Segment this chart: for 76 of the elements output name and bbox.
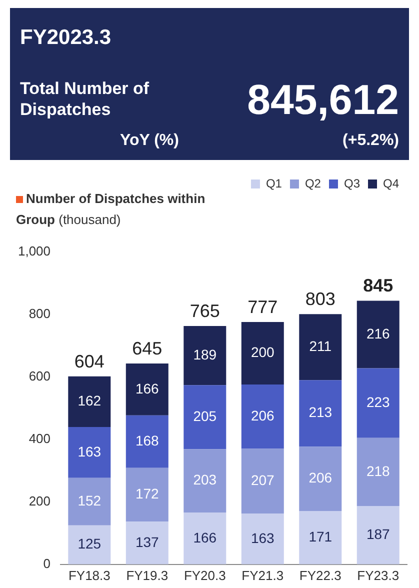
data-label: 207 xyxy=(250,472,275,488)
text: Total Number of Dispatches xyxy=(20,78,150,120)
x-tick-label: FY23.3 xyxy=(357,568,400,583)
bar xyxy=(356,438,400,506)
legend-label: Q2 xyxy=(304,176,322,190)
bar xyxy=(241,384,284,449)
data-label: 213 xyxy=(308,404,332,420)
x-tick-label: FY20.3 xyxy=(184,568,226,583)
data-label: 206 xyxy=(250,407,275,424)
text: FY2023.3 xyxy=(20,26,112,50)
chart-title: Number of Dispatches within Group (thousand) xyxy=(16,191,206,227)
bar xyxy=(299,314,342,380)
data-label: 200 xyxy=(250,344,275,360)
total-label: 645 xyxy=(132,338,162,358)
data-label: 163 xyxy=(78,443,102,460)
y-tick-label: 200 xyxy=(28,494,51,508)
data-label: 171 xyxy=(308,528,332,545)
data-label: 205 xyxy=(193,408,217,424)
data-label: 166 xyxy=(135,380,160,396)
bar xyxy=(184,512,226,564)
data-label: 166 xyxy=(193,529,217,546)
total-label: 777 xyxy=(248,296,278,317)
text: 845,612 xyxy=(247,76,399,124)
bar xyxy=(68,426,111,478)
legend-label: Q3 xyxy=(344,176,360,190)
data-label: 168 xyxy=(135,432,160,448)
bar xyxy=(241,322,284,384)
text: YoY (%) xyxy=(120,132,179,150)
y-tick-label: 1,000 xyxy=(18,244,51,259)
total-label: 803 xyxy=(305,289,336,310)
bar xyxy=(126,468,168,522)
bar xyxy=(356,368,400,438)
data-label: 189 xyxy=(193,346,217,362)
data-label: 211 xyxy=(309,338,332,354)
data-label: 172 xyxy=(135,486,160,502)
data-label: 223 xyxy=(366,394,390,410)
data-label: 137 xyxy=(135,534,160,550)
text: (+5.2%) xyxy=(342,132,399,150)
bar xyxy=(356,506,400,564)
data-label: 125 xyxy=(78,536,102,552)
bar xyxy=(68,478,111,526)
legend-label: Q4 xyxy=(382,176,400,190)
data-label: 206 xyxy=(308,470,332,486)
bar xyxy=(241,513,284,564)
bar xyxy=(184,326,226,386)
bar xyxy=(68,525,111,564)
bar xyxy=(126,522,168,564)
total-label: 845 xyxy=(363,276,394,296)
data-label: 203 xyxy=(193,472,217,488)
y-tick-label: 0 xyxy=(43,556,51,571)
bar xyxy=(299,510,342,564)
bar xyxy=(241,448,284,514)
data-label: 162 xyxy=(78,392,102,408)
data-label: 218 xyxy=(366,462,390,479)
bar xyxy=(299,380,342,447)
bar xyxy=(299,446,342,511)
bar xyxy=(68,376,111,427)
legend-label: Q1 xyxy=(266,176,282,190)
total-label: 765 xyxy=(190,301,220,322)
x-tick-label: FY21.3 xyxy=(242,568,284,583)
y-tick-label: 400 xyxy=(28,431,51,446)
total-label: 604 xyxy=(74,351,104,372)
x-tick-label: FY18.3 xyxy=(68,568,110,583)
bar xyxy=(126,364,168,416)
data-label: 163 xyxy=(250,530,275,546)
bar xyxy=(184,449,226,513)
x-tick-label: FY22.3 xyxy=(299,568,342,583)
data-label: 187 xyxy=(366,526,390,542)
data-label: 216 xyxy=(366,325,390,342)
y-tick-label: 600 xyxy=(28,368,51,384)
bar xyxy=(356,300,400,368)
data-label: 152 xyxy=(78,492,102,508)
y-tick-label: 800 xyxy=(28,306,51,322)
x-tick-label: FY19.3 xyxy=(126,568,168,583)
bar xyxy=(184,385,226,450)
bar xyxy=(126,415,168,468)
